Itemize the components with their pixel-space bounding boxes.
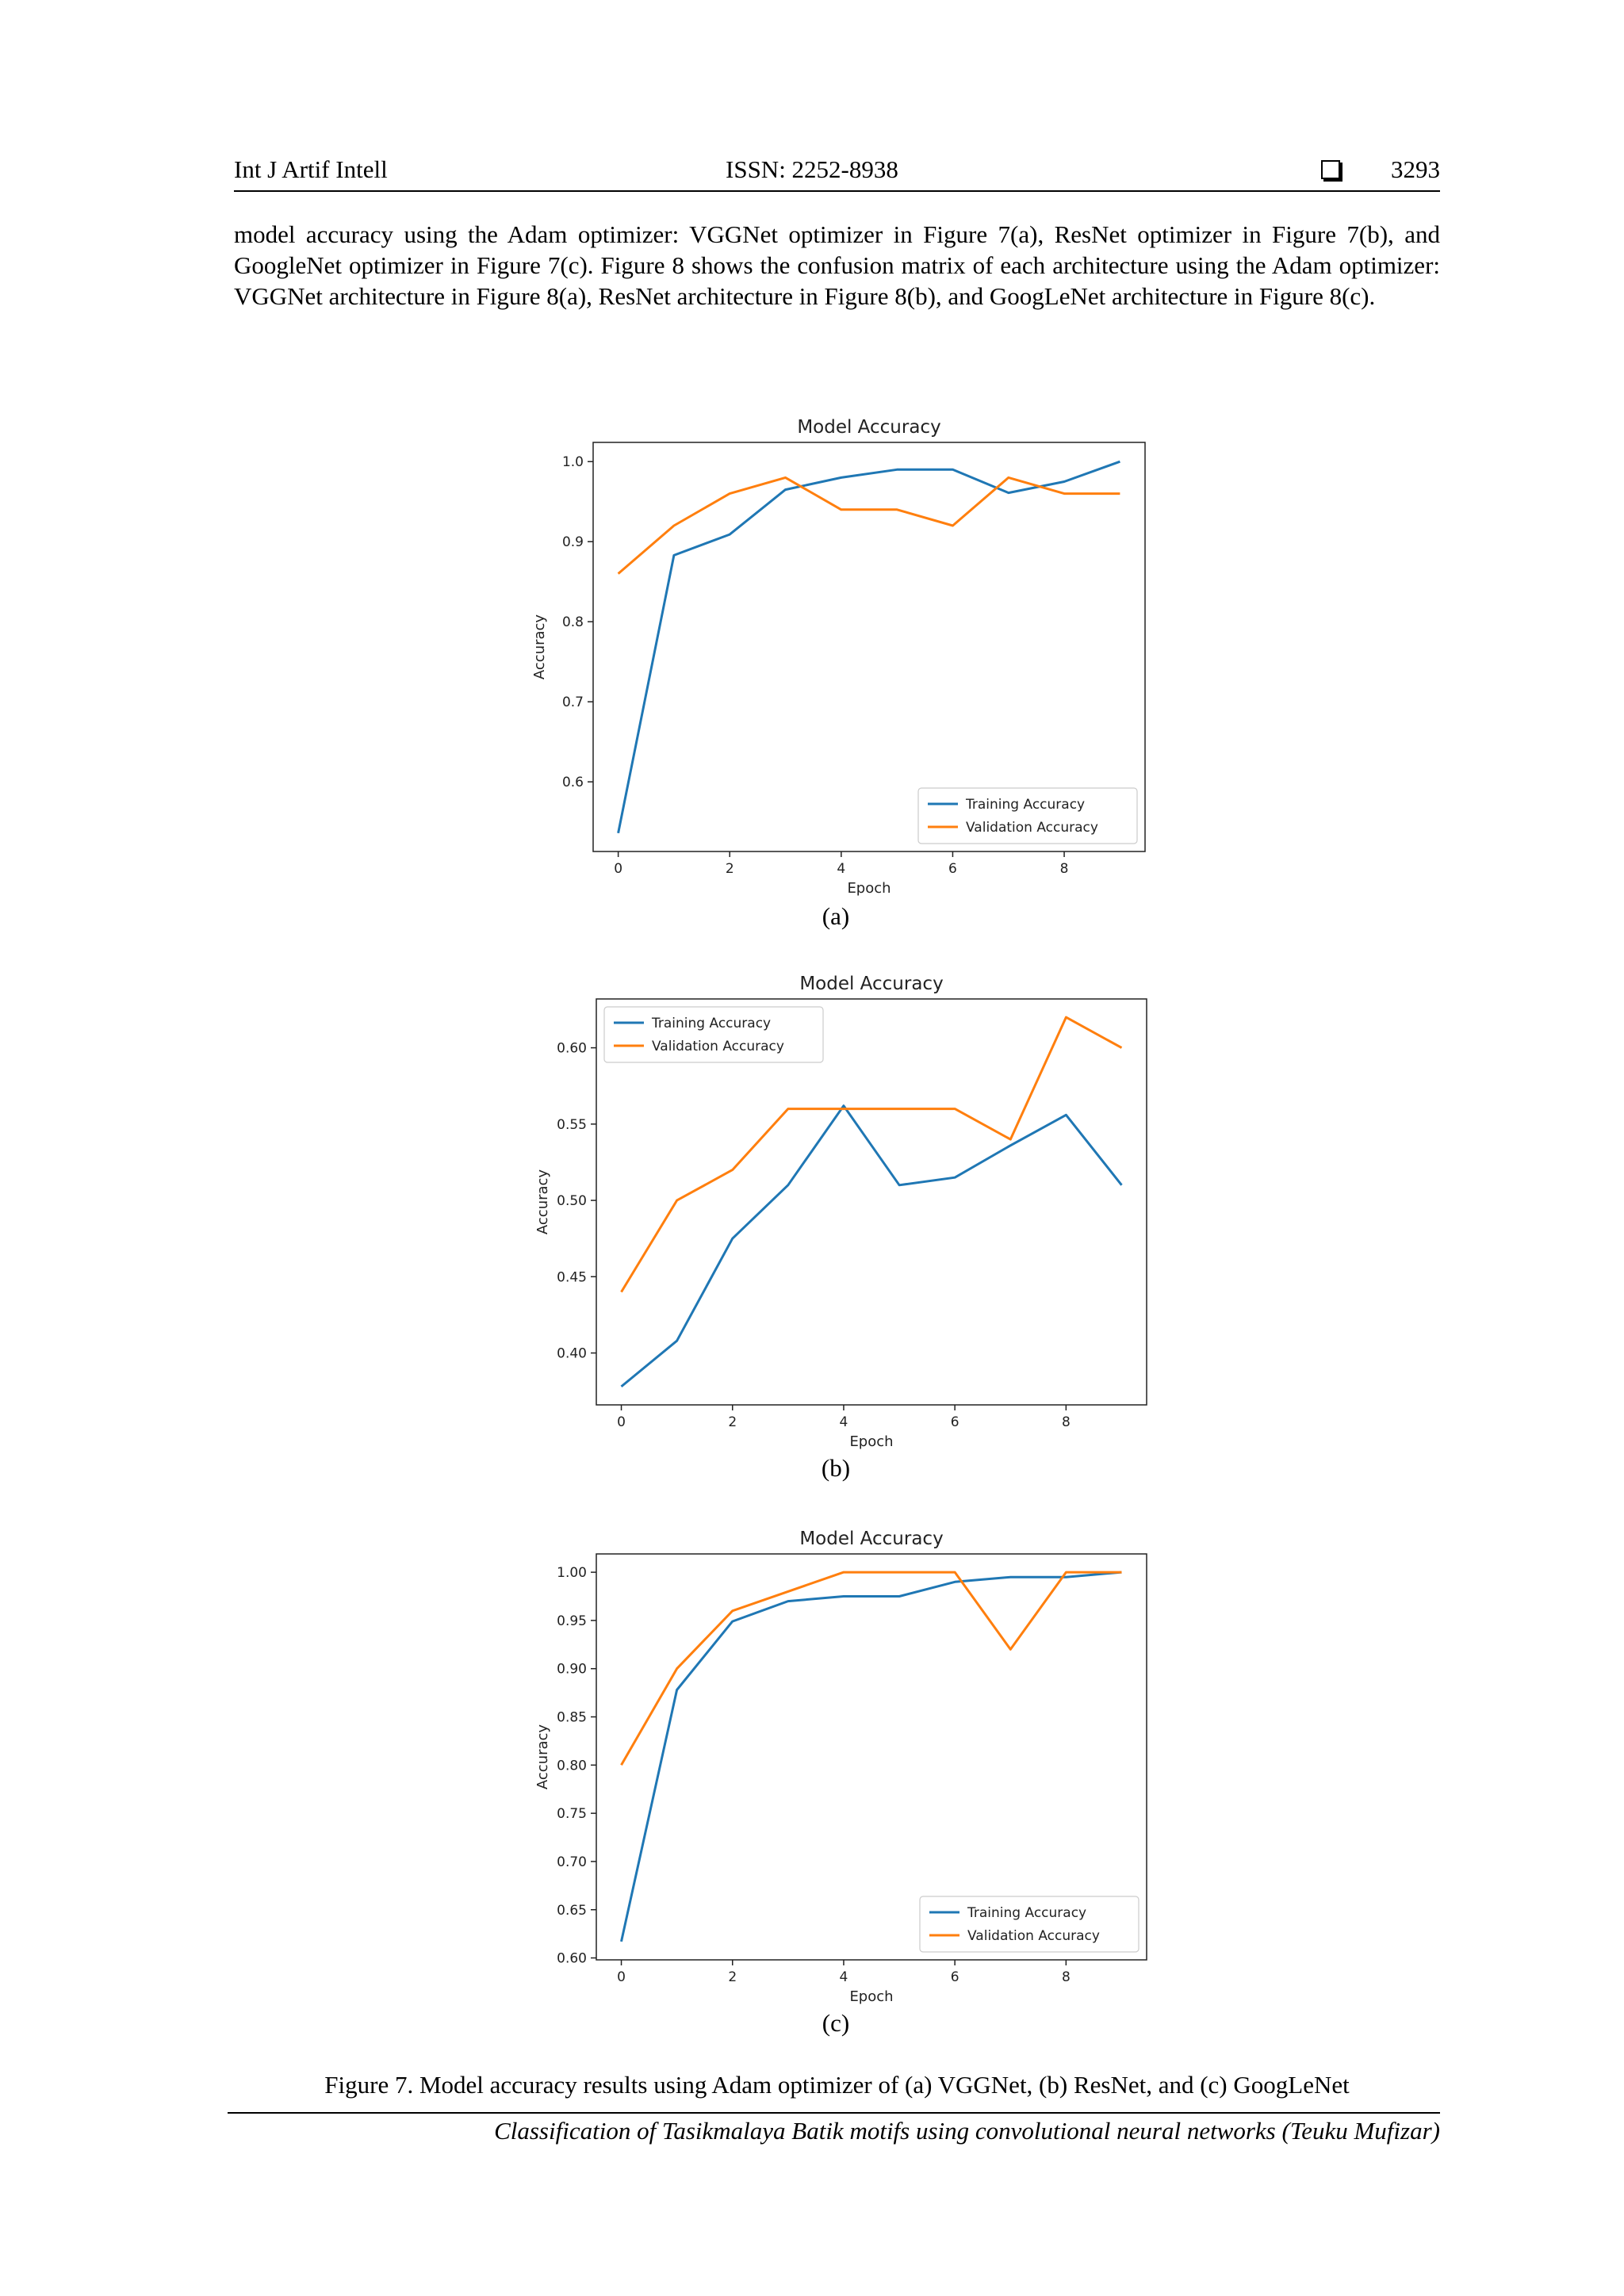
series-line-training — [620, 1571, 1122, 1942]
legend: Training Accuracy Validation Accuracy — [919, 1896, 1139, 1953]
y-tick-label: 0.95 — [557, 1613, 587, 1629]
chart-a: Model Accuracy 0.6 0.7 0.8 0.9 1.0 0 2 4 6 8 Epoch A… — [0, 403, 1624, 902]
y-tick-label: 0.85 — [557, 1710, 587, 1726]
y-tick-label: 0.60 — [557, 1041, 587, 1057]
plot-frame — [596, 1553, 1147, 1961]
chart-title: Model Accuracy — [799, 1529, 943, 1549]
y-tick-label: 0.70 — [557, 1854, 587, 1870]
y-axis-label: Accuracy — [534, 1724, 551, 1790]
running-header: Int J Artif Intell ISSN: 2252-8938 3293 — [234, 155, 1440, 192]
legend-box — [919, 1896, 1139, 1953]
chart-c-svg: Model Accuracy 0.60 0.65 0.70 0.75 0.80 0.85 0.… — [534, 1529, 1147, 2005]
legend: Training Accuracy Validation Accuracy — [917, 787, 1138, 844]
chart-a-svg: Model Accuracy 0.6 0.7 0.8 0.9 1.0 0 2 4 6 8 Epoch A… — [531, 417, 1146, 897]
y-tick-label: 0.60 — [557, 1951, 587, 1967]
legend-label: Training Accuracy — [965, 797, 1085, 813]
chart-b: Model Accuracy 0.40 0.45 0.50 0.55 0.60 0 2 4 6 8 E… — [0, 957, 1624, 1456]
y-tick-label: 0.45 — [557, 1269, 587, 1285]
chart-c: Model Accuracy 0.60 0.65 0.70 0.75 0.80 0.85 0.… — [0, 1512, 1624, 2011]
x-tick-label: 6 — [951, 1414, 959, 1430]
subfigure-label-a: (a) — [822, 902, 850, 930]
y-tick-label: 0.50 — [557, 1193, 587, 1209]
series-line-validation — [617, 476, 1120, 575]
intro-paragraph: model accuracy using the Adam optimizer:… — [234, 220, 1440, 310]
square-icon — [1321, 160, 1340, 179]
y-tick-label: 0.6 — [562, 775, 584, 790]
x-tick-label: 0 — [617, 1969, 626, 1985]
subfigure-label-b: (b) — [821, 1454, 851, 1482]
x-tick-label: 4 — [840, 1414, 848, 1430]
chart-title: Model Accuracy — [797, 417, 940, 438]
y-tick-label: 1.00 — [557, 1565, 587, 1581]
legend-box — [603, 1006, 824, 1063]
series-line-training — [620, 1104, 1123, 1388]
y-tick-label: 1.0 — [562, 454, 584, 470]
x-tick-label: 2 — [728, 1969, 737, 1985]
y-tick-label: 0.80 — [557, 1758, 587, 1774]
x-tick-label: 6 — [951, 1969, 959, 1985]
x-tick-label: 6 — [948, 861, 957, 877]
y-tick-label: 0.7 — [562, 695, 584, 710]
x-tick-label: 0 — [614, 861, 622, 877]
y-tick-label: 0.8 — [562, 614, 584, 630]
x-tick-label: 4 — [837, 861, 845, 877]
x-tick-label: 8 — [1060, 861, 1069, 877]
y-axis-label: Accuracy — [531, 614, 548, 680]
x-tick-label: 2 — [726, 861, 734, 877]
x-tick-label: 4 — [840, 1969, 848, 1985]
x-tick-label: 8 — [1062, 1969, 1071, 1985]
running-footer: Classification of Tasikmalaya Batik moti… — [494, 2117, 1440, 2145]
x-tick-label: 0 — [617, 1414, 626, 1430]
y-tick-label: 0.75 — [557, 1806, 587, 1822]
legend-label: Validation Accuracy — [652, 1039, 784, 1054]
legend-label: Training Accuracy — [651, 1016, 771, 1031]
legend-label: Validation Accuracy — [967, 1928, 1100, 1944]
series-line-validation — [620, 1571, 1122, 1766]
legend-label: Validation Accuracy — [966, 820, 1098, 836]
y-tick-label: 0.65 — [557, 1903, 587, 1919]
y-tick-label: 0.9 — [562, 534, 584, 550]
legend-box — [917, 787, 1138, 844]
x-axis-label: Epoch — [847, 880, 891, 897]
x-axis-label: Epoch — [849, 1988, 893, 2005]
y-tick-label: 0.40 — [557, 1346, 587, 1362]
figure-caption: Figure 7. Model accuracy results using A… — [324, 2071, 1350, 2099]
plot-frame — [596, 998, 1147, 1406]
x-tick-label: 2 — [728, 1414, 737, 1430]
x-tick-label: 8 — [1062, 1414, 1071, 1430]
chart-b-svg: Model Accuracy 0.40 0.45 0.50 0.55 0.60 0 2 4 6 8 E… — [534, 974, 1147, 1450]
series-line-validation — [620, 1016, 1123, 1293]
chart-title: Model Accuracy — [799, 974, 943, 994]
series-line-training — [617, 460, 1120, 834]
legend: Training Accuracy Validation Accuracy — [603, 1006, 824, 1063]
journal-name: Int J Artif Intell — [234, 155, 388, 183]
issn: ISSN: 2252-8938 — [726, 155, 898, 183]
footer-rule — [228, 2112, 1440, 2114]
y-axis-label: Accuracy — [534, 1169, 551, 1235]
y-tick-label: 0.55 — [557, 1117, 587, 1133]
legend-label: Training Accuracy — [967, 1905, 1086, 1921]
x-axis-label: Epoch — [849, 1433, 893, 1450]
y-tick-label: 0.90 — [557, 1662, 587, 1678]
page-number: 3293 — [1391, 155, 1440, 183]
subfigure-label-c: (c) — [822, 2009, 850, 2037]
